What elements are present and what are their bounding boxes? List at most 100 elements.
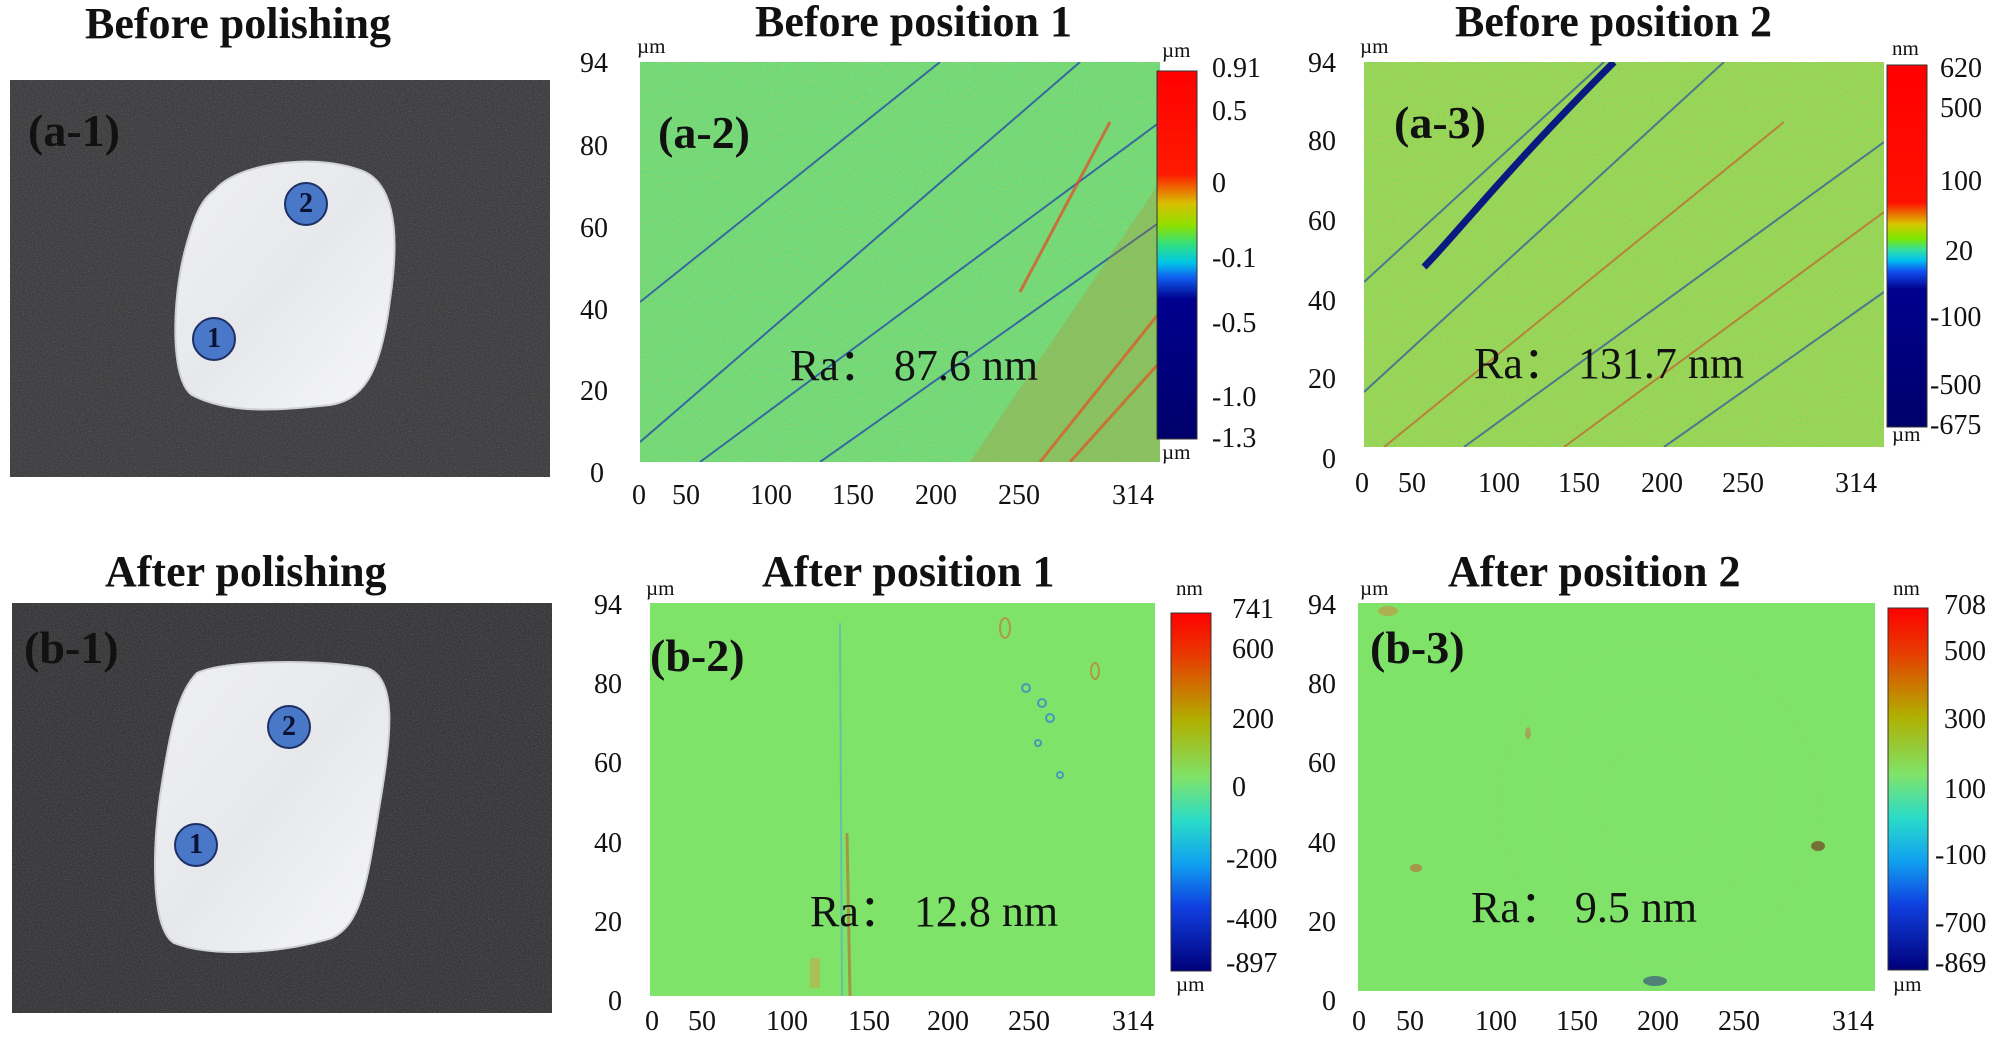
y-tick: 40 xyxy=(1308,828,1336,859)
x-tick: 314 xyxy=(1832,1006,1874,1037)
y-tick: 94 xyxy=(594,590,622,621)
title-after-position-2: After position 2 xyxy=(1448,547,1741,596)
colorbar-unit-bottom: µm xyxy=(1892,422,1921,446)
colorbar-tick: 0.5 xyxy=(1212,96,1247,127)
colorbar-tick: 0 xyxy=(1212,168,1226,199)
y-tick: 60 xyxy=(1308,748,1336,779)
panel-label-a2: (a-2) xyxy=(658,107,750,158)
y-tick: 80 xyxy=(594,669,622,700)
colorbar-unit-top: nm xyxy=(1892,36,1919,60)
y-tick: 0 xyxy=(608,986,622,1017)
panel-label-b3: (b-3) xyxy=(1370,622,1465,673)
tooth-photo-before: (a-1) 1 2 xyxy=(10,80,550,477)
x-tick: 250 xyxy=(1718,1006,1760,1037)
colorbar-tick: 200 xyxy=(1232,704,1274,735)
x-tick: 314 xyxy=(1112,1006,1154,1037)
y-axis-unit: µm xyxy=(637,34,666,58)
colorbar-tick: 500 xyxy=(1940,93,1982,124)
y-tick: 20 xyxy=(580,376,608,407)
y-tick: 20 xyxy=(594,907,622,938)
position-marker-2: 2 xyxy=(267,705,311,749)
position-marker-2: 2 xyxy=(284,182,328,226)
colorbar-after-1 xyxy=(1170,612,1212,972)
colorbar-tick: 20 xyxy=(1945,236,1973,267)
colorbar-tick: 0 xyxy=(1232,772,1246,803)
surface-texture xyxy=(1364,62,1884,447)
y-tick: 20 xyxy=(1308,364,1336,395)
x-tick: 200 xyxy=(927,1006,969,1037)
x-tick: 50 xyxy=(1398,468,1426,499)
colorbar-unit-top: nm xyxy=(1176,576,1203,600)
roughness-value: Ra： 87.6 nm xyxy=(790,341,1039,390)
y-tick: 40 xyxy=(580,295,608,326)
x-tick: 200 xyxy=(1637,1006,1679,1037)
colorbar-tick: -700 xyxy=(1935,908,1987,939)
x-tick: 0 xyxy=(1352,1006,1366,1037)
colorbar-tick: -0.1 xyxy=(1212,243,1257,274)
title-after-position-1: After position 1 xyxy=(762,547,1055,596)
x-tick: 150 xyxy=(848,1006,890,1037)
colorbar-tick: -1.3 xyxy=(1212,423,1257,454)
y-tick: 0 xyxy=(1322,986,1336,1017)
x-tick: 200 xyxy=(1641,468,1683,499)
surface-map-after-1: (b-2) Ra： 12.8 nm xyxy=(650,603,1155,996)
colorbar-tick: 100 xyxy=(1944,774,1986,805)
y-tick: 60 xyxy=(580,213,608,244)
title-before-position-1: Before position 1 xyxy=(755,0,1072,46)
colorbar-after-2 xyxy=(1887,607,1929,971)
title-before-polishing: Before polishing xyxy=(85,0,392,48)
colorbar-tick: -200 xyxy=(1226,844,1278,875)
x-tick: 0 xyxy=(645,1006,659,1037)
photo-texture xyxy=(12,603,552,1013)
title-before-position-2: Before position 2 xyxy=(1455,0,1772,46)
y-tick: 94 xyxy=(580,48,608,79)
panel-label-a3: (a-3) xyxy=(1394,97,1486,148)
surface-texture xyxy=(640,62,1160,462)
x-tick: 314 xyxy=(1835,468,1877,499)
x-tick: 314 xyxy=(1112,480,1154,511)
y-axis-unit: µm xyxy=(1360,34,1389,58)
y-tick: 80 xyxy=(580,131,608,162)
y-tick: 60 xyxy=(594,748,622,779)
y-tick: 94 xyxy=(1308,590,1336,621)
colorbar-tick: -400 xyxy=(1226,904,1278,935)
x-tick: 50 xyxy=(1396,1006,1424,1037)
x-tick: 200 xyxy=(915,480,957,511)
colorbar-unit-bottom: µm xyxy=(1893,972,1922,996)
surface-map-before-2: (a-3) Ra： 131.7 nm xyxy=(1364,62,1884,447)
y-tick: 80 xyxy=(1308,669,1336,700)
x-tick: 50 xyxy=(672,480,700,511)
colorbar-tick: -869 xyxy=(1935,948,1987,979)
x-tick: 50 xyxy=(688,1006,716,1037)
tooth-photo-after: (b-1) 1 2 xyxy=(12,603,552,1013)
y-tick: 40 xyxy=(594,828,622,859)
y-tick: 60 xyxy=(1308,206,1336,237)
x-tick: 100 xyxy=(750,480,792,511)
x-tick: 100 xyxy=(1475,1006,1517,1037)
surface-map-before-1: (a-2) Ra： 87.6 nm xyxy=(640,62,1160,462)
x-tick: 0 xyxy=(632,480,646,511)
colorbar-tick: -100 xyxy=(1935,840,1987,871)
colorbar-tick: 0.91 xyxy=(1212,53,1261,84)
colorbar-tick: 620 xyxy=(1940,53,1982,84)
tooth-crown-after xyxy=(153,660,391,954)
position-marker-1: 1 xyxy=(174,823,218,867)
colorbar-tick: 708 xyxy=(1944,590,1986,621)
colorbar-tick: -100 xyxy=(1930,302,1982,333)
x-tick: 250 xyxy=(998,480,1040,511)
colorbar-unit-top: nm xyxy=(1893,576,1920,600)
surface-texture xyxy=(1358,603,1875,991)
colorbar-unit-bottom: µm xyxy=(1176,972,1205,996)
surface-texture xyxy=(650,603,1155,996)
x-tick: 250 xyxy=(1722,468,1764,499)
x-tick: 250 xyxy=(1008,1006,1050,1037)
colorbar-tick: -1.0 xyxy=(1212,382,1257,413)
x-tick: 150 xyxy=(1556,1006,1598,1037)
colorbar-tick: 600 xyxy=(1232,634,1274,665)
colorbar-tick: -897 xyxy=(1226,948,1278,979)
colorbar-before-2 xyxy=(1886,64,1928,428)
colorbar-tick: 300 xyxy=(1944,704,1986,735)
roughness-value: Ra： 131.7 nm xyxy=(1474,339,1745,388)
surface-map-after-2: (b-3) Ra： 9.5 nm xyxy=(1358,603,1875,991)
x-tick: 150 xyxy=(832,480,874,511)
